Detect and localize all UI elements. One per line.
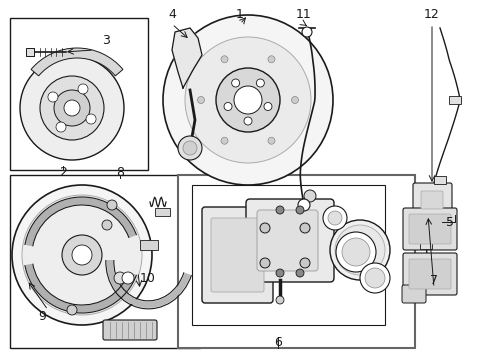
FancyBboxPatch shape	[257, 210, 317, 271]
Circle shape	[295, 206, 304, 214]
Bar	[417, 185, 445, 205]
Circle shape	[72, 245, 92, 265]
Circle shape	[335, 232, 375, 272]
Text: 3: 3	[102, 33, 110, 46]
Circle shape	[163, 15, 332, 185]
FancyBboxPatch shape	[402, 253, 456, 295]
Circle shape	[275, 206, 284, 214]
Bar	[411, 276, 423, 284]
Bar	[433, 176, 445, 184]
Circle shape	[267, 56, 274, 63]
Text: 8: 8	[116, 166, 124, 179]
Circle shape	[48, 92, 58, 102]
Circle shape	[224, 103, 231, 111]
Circle shape	[291, 96, 298, 104]
Circle shape	[114, 272, 126, 284]
FancyBboxPatch shape	[412, 183, 451, 217]
Circle shape	[327, 211, 341, 225]
Circle shape	[107, 200, 117, 210]
Circle shape	[22, 195, 142, 315]
Circle shape	[102, 220, 112, 230]
Circle shape	[54, 90, 90, 126]
Circle shape	[62, 235, 102, 275]
FancyBboxPatch shape	[210, 218, 264, 292]
FancyBboxPatch shape	[245, 199, 333, 282]
Circle shape	[364, 268, 384, 288]
Bar	[192, 185, 384, 325]
Bar	[419, 241, 431, 249]
Text: 4: 4	[168, 8, 176, 21]
Circle shape	[86, 114, 96, 124]
Text: 11: 11	[296, 8, 311, 21]
Text: 10: 10	[140, 271, 156, 284]
Circle shape	[234, 86, 262, 114]
FancyBboxPatch shape	[103, 320, 157, 340]
FancyBboxPatch shape	[408, 259, 450, 289]
Circle shape	[216, 68, 280, 132]
Circle shape	[184, 37, 310, 163]
Circle shape	[264, 103, 271, 111]
Text: 1: 1	[236, 8, 244, 21]
Circle shape	[299, 223, 309, 233]
Text: 5: 5	[445, 216, 453, 229]
Circle shape	[56, 122, 66, 132]
Circle shape	[78, 84, 88, 94]
Circle shape	[64, 100, 80, 116]
FancyBboxPatch shape	[420, 191, 442, 209]
Circle shape	[329, 220, 389, 280]
Circle shape	[197, 96, 204, 104]
Circle shape	[297, 199, 309, 211]
FancyBboxPatch shape	[401, 285, 425, 303]
Text: 6: 6	[273, 337, 282, 350]
Circle shape	[244, 117, 251, 125]
Circle shape	[256, 79, 264, 87]
FancyBboxPatch shape	[202, 207, 272, 303]
Bar	[26, 48, 34, 56]
Circle shape	[341, 238, 369, 266]
Bar	[10, 18, 148, 170]
Text: 9: 9	[38, 310, 46, 323]
Circle shape	[299, 258, 309, 268]
Bar	[10, 175, 200, 348]
Bar	[448, 96, 460, 104]
Circle shape	[221, 56, 227, 63]
Circle shape	[304, 190, 315, 202]
Bar	[140, 240, 158, 250]
Circle shape	[359, 263, 389, 293]
Circle shape	[12, 185, 152, 325]
Circle shape	[67, 305, 77, 315]
Text: 2: 2	[59, 166, 67, 179]
Circle shape	[20, 56, 124, 160]
Circle shape	[334, 225, 384, 275]
Circle shape	[260, 223, 269, 233]
FancyBboxPatch shape	[408, 214, 450, 244]
FancyBboxPatch shape	[402, 208, 456, 250]
Circle shape	[221, 137, 227, 144]
Wedge shape	[31, 48, 122, 76]
Circle shape	[183, 141, 197, 155]
Bar	[155, 208, 170, 216]
Circle shape	[323, 206, 346, 230]
Circle shape	[122, 272, 134, 284]
Circle shape	[260, 258, 269, 268]
Circle shape	[40, 76, 104, 140]
Circle shape	[302, 27, 311, 37]
Circle shape	[275, 296, 284, 304]
Circle shape	[267, 137, 274, 144]
Circle shape	[295, 269, 304, 277]
Bar	[178, 175, 414, 348]
Circle shape	[275, 269, 284, 277]
Circle shape	[178, 136, 202, 160]
Text: 12: 12	[423, 8, 439, 21]
Text: 7: 7	[429, 274, 437, 287]
Polygon shape	[172, 28, 202, 88]
Circle shape	[231, 79, 239, 87]
